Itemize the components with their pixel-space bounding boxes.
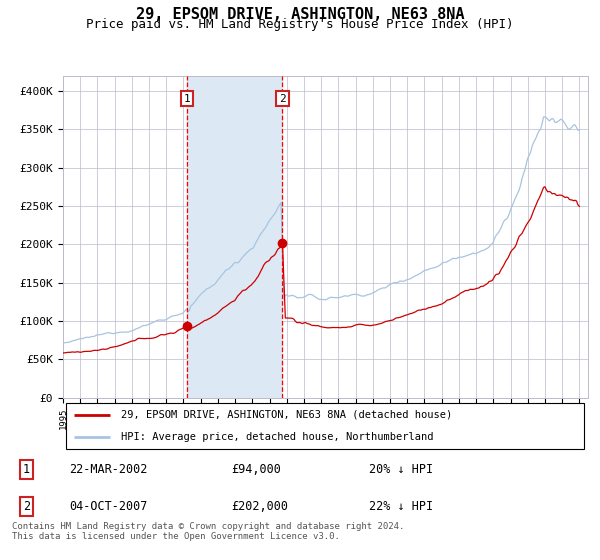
Text: 29, EPSOM DRIVE, ASHINGTON, NE63 8NA: 29, EPSOM DRIVE, ASHINGTON, NE63 8NA — [136, 7, 464, 22]
Text: 29, EPSOM DRIVE, ASHINGTON, NE63 8NA (detached house): 29, EPSOM DRIVE, ASHINGTON, NE63 8NA (de… — [121, 410, 452, 420]
Text: HPI: Average price, detached house, Northumberland: HPI: Average price, detached house, Nort… — [121, 432, 433, 442]
Text: 1: 1 — [184, 94, 191, 104]
Text: 22-MAR-2002: 22-MAR-2002 — [70, 463, 148, 476]
Text: 04-OCT-2007: 04-OCT-2007 — [70, 500, 148, 513]
Text: Price paid vs. HM Land Registry's House Price Index (HPI): Price paid vs. HM Land Registry's House … — [86, 18, 514, 31]
Text: 2: 2 — [279, 94, 286, 104]
Bar — [187, 76, 283, 398]
Text: 22% ↓ HPI: 22% ↓ HPI — [369, 500, 433, 513]
Text: 2: 2 — [23, 500, 30, 513]
Text: 1: 1 — [23, 463, 30, 476]
FancyBboxPatch shape — [65, 404, 584, 449]
Text: £94,000: £94,000 — [231, 463, 281, 476]
Text: 20% ↓ HPI: 20% ↓ HPI — [369, 463, 433, 476]
Text: Contains HM Land Registry data © Crown copyright and database right 2024.
This d: Contains HM Land Registry data © Crown c… — [12, 522, 404, 542]
Text: £202,000: £202,000 — [231, 500, 288, 513]
